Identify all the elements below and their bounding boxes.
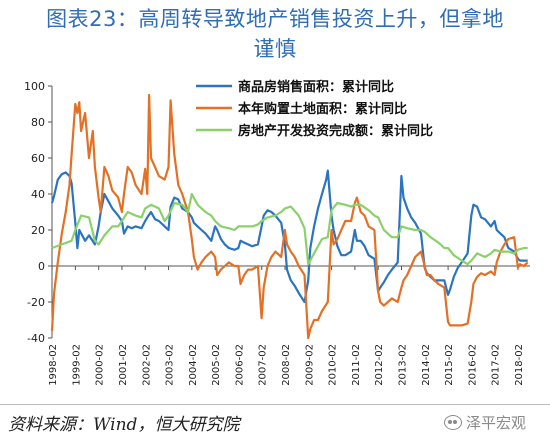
series-line-2 xyxy=(50,93,529,340)
chart-series xyxy=(50,93,529,340)
series-line-1 xyxy=(50,169,528,304)
title-line-2: 谨慎 xyxy=(253,37,297,61)
x-tick-label: 2011-02 xyxy=(351,344,362,386)
x-tick-label: 2008-02 xyxy=(281,344,292,386)
x-tick-label: 2005-02 xyxy=(211,344,222,386)
y-tick-label: 0 xyxy=(38,260,45,273)
x-tick-label: 2015-02 xyxy=(444,344,455,386)
x-tick-label: 2003-02 xyxy=(165,344,176,386)
source-divider xyxy=(0,404,550,405)
title-line-1: 图表23：高周转导致地产销售投资上升，但拿地 xyxy=(46,7,504,31)
chart-axes: -40 -20 0 20 40 60 80 100 1998-02 1999-02 2000-02 2… xyxy=(24,80,530,386)
x-tick-label: 2002-02 xyxy=(141,344,152,386)
y-tick-label: 40 xyxy=(31,188,45,201)
x-tick-label: 2014-02 xyxy=(421,344,432,386)
y-tick-label: 60 xyxy=(31,152,45,165)
legend-label-3: 房地产开发投资完成额：累计同比 xyxy=(238,123,433,139)
y-tick-label: 80 xyxy=(31,116,45,129)
x-tick-label: 2009-02 xyxy=(304,344,315,386)
legend-label-2: 本年购置土地面积：累计同比 xyxy=(238,101,407,117)
x-tick-label: 2007-02 xyxy=(258,344,269,386)
watermark: 泽平宏观 xyxy=(443,412,526,433)
line-chart: -40 -20 0 20 40 60 80 100 1998-02 1999-02 2000-02 2… xyxy=(24,79,530,386)
watermark-text: 泽平宏观 xyxy=(465,414,526,432)
legend-label-1: 商品房销售面积：累计同比 xyxy=(238,79,394,95)
y-tick-label: -40 xyxy=(27,332,45,345)
x-tick-label: 2004-02 xyxy=(188,344,199,386)
y-tick-label: 20 xyxy=(31,224,45,237)
page-title: 图表23：高周转导致地产销售投资上升，但拿地 谨慎 xyxy=(0,4,550,64)
x-tick-label: 2001-02 xyxy=(118,344,129,386)
x-tick-label: 1998-02 xyxy=(48,344,59,386)
x-tick-label: 2006-02 xyxy=(234,344,245,386)
x-tick-label: 2017-02 xyxy=(491,344,502,386)
series-line-3 xyxy=(51,192,528,266)
source-note: 资料来源：Wind，恒大研究院 xyxy=(8,415,240,435)
y-tick-label: -20 xyxy=(27,296,45,309)
x-tick-label: 2000-02 xyxy=(95,344,106,386)
wechat-icon xyxy=(443,415,462,430)
y-tick-label: 100 xyxy=(24,80,45,93)
x-tick-label: 2012-02 xyxy=(374,344,385,386)
x-tick-label: 2018-02 xyxy=(514,344,525,386)
x-tick-label: 2016-02 xyxy=(467,344,478,386)
x-tick-label: 1999-02 xyxy=(71,344,82,386)
x-tick-label: 2013-02 xyxy=(397,344,408,386)
x-tick-label: 2010-02 xyxy=(328,344,339,386)
